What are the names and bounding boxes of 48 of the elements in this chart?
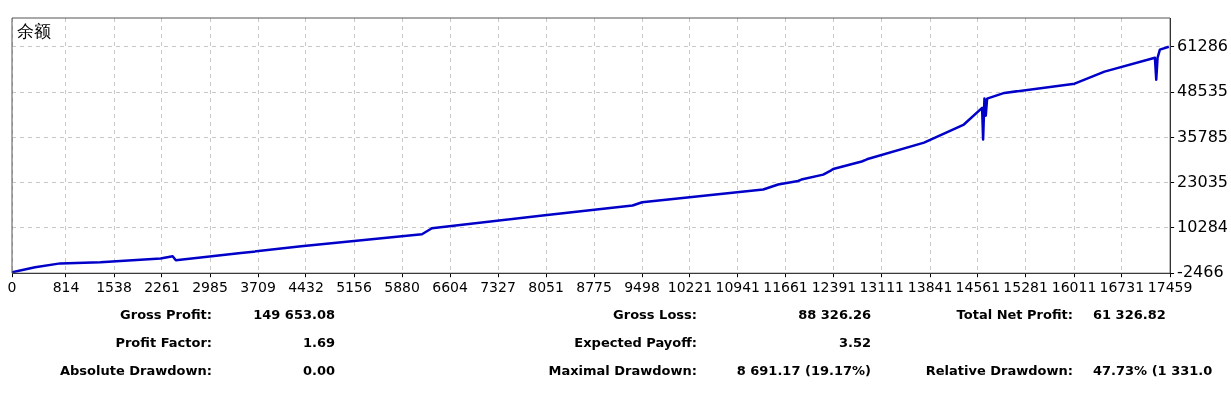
x-tick-label: 6604 [432, 279, 468, 296]
x-tick-label: 8775 [576, 279, 612, 296]
text: 47.73% (1 331.0 [1092, 362, 1214, 378]
x-tick-label: 10221 [667, 279, 713, 296]
x-tick-label: 5880 [384, 279, 420, 296]
x-tick-label: 8051 [528, 279, 564, 296]
text: Expected Payoff: [573, 334, 698, 350]
x-tick-label: 7327 [480, 279, 516, 296]
text: Gross Loss: [612, 306, 698, 322]
x-tick-label: 11661 [763, 279, 808, 296]
x-tick-label: 814 [52, 279, 80, 296]
x-tick-label: 15281 [1003, 279, 1048, 296]
y-tick-label: 23035 [1177, 171, 1229, 191]
y-tick-label: 35785 [1177, 126, 1229, 146]
text: Maximal Drawdown: [547, 362, 698, 378]
chart-title: 余额 [17, 20, 51, 41]
x-tick-label: 2985 [192, 279, 228, 296]
x-tick-label: 1538 [96, 279, 132, 296]
text: 8 691.17 (19.17%) [735, 362, 871, 378]
x-tick-label: 2261 [144, 279, 180, 296]
y-tick-label: 48535 [1177, 81, 1229, 101]
x-tick-label: 0 [7, 279, 17, 296]
text: 3.52 [837, 334, 871, 350]
text: 61 326.82 [1092, 306, 1167, 322]
x-tick-label: 13841 [907, 279, 953, 296]
text: 1.69 [301, 334, 335, 350]
y-tick-label: -2466 [1177, 262, 1224, 282]
text: 88 326.26 [797, 306, 871, 322]
x-tick-label: 10941 [715, 279, 761, 296]
y-tick-label: 10284 [1177, 217, 1229, 237]
x-tick-label: 14561 [955, 279, 1001, 296]
text: Relative Drawdown: [924, 362, 1074, 378]
x-tick-label: 5156 [336, 279, 372, 296]
text: Gross Profit: [119, 306, 213, 322]
y-tick-label: 61286 [1177, 35, 1229, 55]
text: 0.00 [301, 362, 335, 378]
text: Total Net Profit: [955, 306, 1074, 322]
x-tick-label: 12391 [811, 279, 857, 296]
x-tick-label: 16731 [1099, 279, 1145, 296]
x-tick-label: 16011 [1051, 279, 1097, 296]
x-tick-label: 13111 [859, 279, 904, 296]
x-tick-label: 9498 [624, 279, 660, 296]
x-tick-label: 4432 [288, 279, 324, 296]
x-tick-label: 17459 [1147, 279, 1193, 296]
text: Profit Factor: [114, 334, 213, 350]
x-tick-label: 3709 [240, 279, 276, 296]
text: Absolute Drawdown: [59, 362, 213, 378]
text: 149 653.08 [252, 306, 335, 322]
